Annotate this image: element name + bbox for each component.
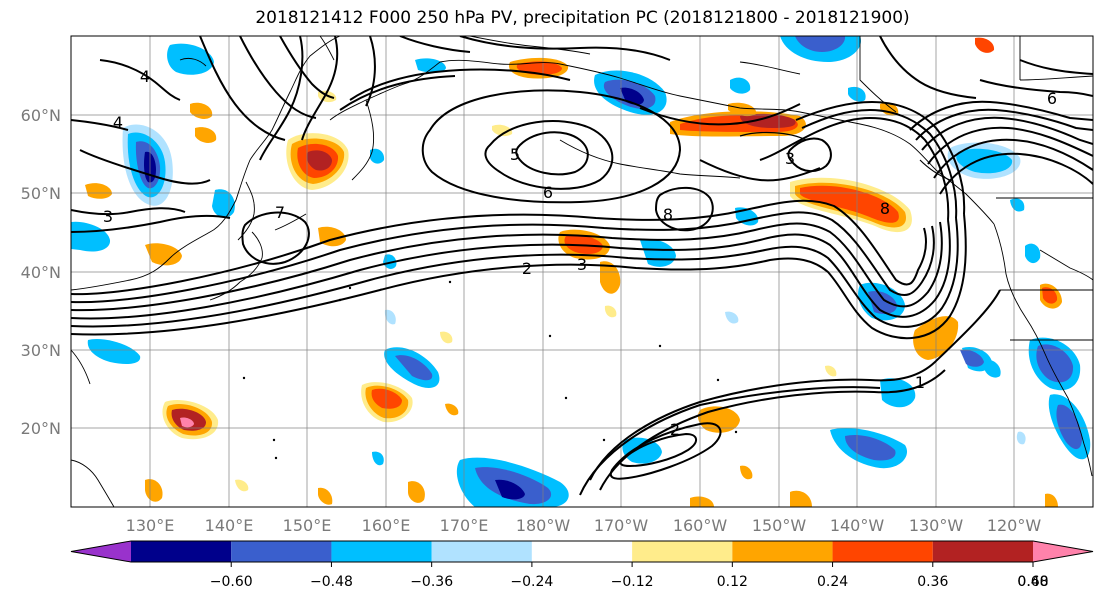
colorbar-tick-labels: −0.60 −0.48 −0.36 −0.24 −0.12 0.12 0.24 …	[210, 574, 1049, 590]
contour-label: 2	[670, 420, 680, 439]
map-frame	[70, 35, 1094, 508]
colorbar-segment	[331, 541, 432, 562]
lon-label: 180°W	[516, 516, 571, 535]
colorbar-segment	[431, 541, 532, 562]
contour-label: 3	[785, 149, 795, 168]
contour-label: 1	[915, 373, 925, 392]
colorbar-tick-label: 0.36	[917, 574, 948, 590]
lon-label: 140°E	[205, 516, 254, 535]
lon-label: 160°W	[673, 516, 728, 535]
colorbar-segment	[832, 541, 933, 562]
lon-label: 160°E	[362, 516, 411, 535]
contour-label: 3	[103, 207, 113, 226]
contour-labels: 4 3 5 6 2 3 7 8 1 6 3 4 2 8	[103, 67, 1057, 439]
colorbar-segment	[131, 541, 232, 562]
contour-label: 7	[275, 203, 285, 222]
small-islands	[242, 280, 738, 460]
latitude-labels: 60°N 50°N 40°N 30°N 20°N	[21, 106, 61, 438]
colorbar-tick-label: −0.24	[510, 574, 553, 590]
colorbar-tick-label: −0.12	[611, 574, 654, 590]
contour-label: 5	[510, 145, 520, 164]
gridlines	[71, 36, 1093, 507]
lat-label: 40°N	[21, 263, 61, 282]
contour-label: 4	[113, 113, 123, 132]
contour-label: 3	[577, 255, 587, 274]
colorbar-tick-label: 0.24	[817, 574, 848, 590]
map-title: 2018121412 F000 250 hPa PV, precipitatio…	[255, 8, 910, 28]
lat-label: 50°N	[21, 184, 61, 203]
colorbar-outline	[70, 540, 1094, 563]
colorbar-segment	[732, 541, 833, 562]
colorbar-segment	[632, 541, 733, 562]
pv-contours	[71, 36, 1093, 496]
colorbar-tick-label: −0.60	[210, 574, 253, 590]
colorbar-segment	[1033, 541, 1093, 562]
map-content: 4 3 5 6 2 3 7 8 1 6 3 4 2 8	[71, 36, 1093, 507]
contour-label: 8	[663, 205, 673, 224]
contour-label: 2	[522, 259, 532, 278]
contour-label: 6	[1047, 89, 1057, 108]
thin-contours	[739, 131, 951, 181]
colorbar: −0.60 −0.48 −0.36 −0.24 −0.12 0.12 0.24 …	[70, 540, 1094, 590]
lon-label: 130°W	[909, 516, 964, 535]
lon-label: 150°E	[283, 516, 332, 535]
longitude-labels: 130°E 140°E 150°E 160°E 170°E 180°W 170°…	[126, 516, 1042, 535]
colorbar-segments	[70, 540, 1094, 567]
contour-label: 8	[880, 199, 890, 218]
colorbar-tick-label: 0.12	[717, 574, 748, 590]
lat-label: 60°N	[21, 106, 61, 125]
lat-label: 30°N	[21, 341, 61, 360]
colorbar-segment	[231, 541, 332, 562]
colorbar-segment	[531, 541, 633, 562]
lon-label: 140°W	[830, 516, 885, 535]
colorbar-tick-label: −0.36	[410, 574, 453, 590]
lon-label: 150°W	[752, 516, 807, 535]
lon-label: 170°E	[440, 516, 489, 535]
lon-label: 120°W	[987, 516, 1042, 535]
colorbar-segment	[71, 541, 131, 562]
contour-label: 4	[140, 67, 150, 86]
colorbar-tick-label: 0.60	[1017, 574, 1048, 590]
lon-label: 130°E	[126, 516, 175, 535]
contour-label: 6	[543, 183, 553, 202]
colorbar-tick-label: −0.48	[310, 574, 353, 590]
lat-label: 20°N	[21, 419, 61, 438]
colorbar-tick-label: 0.48	[1017, 574, 1048, 590]
lon-label: 170°W	[594, 516, 649, 535]
colorbar-segment	[932, 541, 1033, 562]
